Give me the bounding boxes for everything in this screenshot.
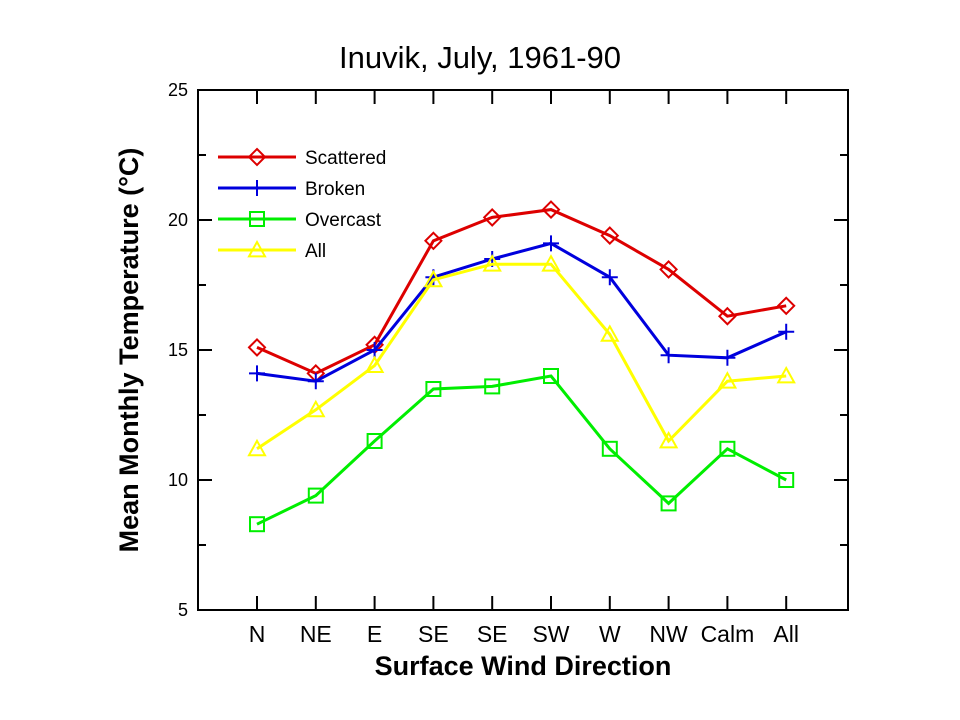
y-tick-label: 25 xyxy=(168,80,188,100)
x-tick-label: SE xyxy=(477,621,508,647)
y-axis-title: Mean Monthly Temperature (°C) xyxy=(114,148,144,553)
point-marker xyxy=(247,438,267,457)
y-tick-label: 15 xyxy=(168,340,188,360)
series-line xyxy=(256,208,787,376)
point-marker xyxy=(543,368,559,384)
point-marker xyxy=(249,365,265,382)
point-marker xyxy=(307,487,324,504)
point-marker xyxy=(719,349,736,366)
y-axis: 5 10 15 20 25 xyxy=(168,80,848,620)
point-marker xyxy=(425,381,442,397)
x-tick-label: NW xyxy=(649,621,688,647)
series-line xyxy=(256,241,787,383)
legend-label: All xyxy=(305,241,326,262)
y-tick-label: 10 xyxy=(168,470,188,490)
legend-label: Broken xyxy=(305,179,365,200)
point-marker xyxy=(543,235,559,252)
point-marker xyxy=(482,207,502,227)
point-marker xyxy=(600,324,620,342)
y-tick-label: 5 xyxy=(178,600,188,620)
x-tick-label: All xyxy=(773,621,799,647)
point-marker xyxy=(778,323,795,340)
chart-title: Inuvik, July, 1961-90 xyxy=(339,40,621,75)
point-marker xyxy=(601,269,618,286)
y-tick-label: 20 xyxy=(168,210,188,230)
legend-item: Overcast xyxy=(218,210,382,231)
legend-label: Overcast xyxy=(305,210,382,231)
point-marker xyxy=(247,337,267,357)
point-marker xyxy=(776,296,796,316)
x-axis-title: Surface Wind Direction xyxy=(375,651,672,681)
x-tick-label: W xyxy=(599,621,621,647)
point-marker xyxy=(776,365,796,384)
plot-frame xyxy=(197,89,849,611)
series-layer xyxy=(247,200,796,533)
point-marker xyxy=(600,226,620,246)
point-marker xyxy=(366,342,383,358)
series-overcast xyxy=(249,368,795,533)
point-marker xyxy=(660,495,677,512)
point-marker xyxy=(366,433,383,449)
series-broken xyxy=(249,235,795,390)
point-marker xyxy=(719,440,736,457)
point-marker xyxy=(249,180,265,196)
legend-label: Scattered xyxy=(305,148,386,169)
point-marker xyxy=(249,516,265,533)
x-tick-label: Calm xyxy=(701,621,755,647)
point-marker xyxy=(249,211,265,227)
point-marker xyxy=(247,239,267,258)
x-tick-label: NE xyxy=(300,621,332,647)
series-line xyxy=(256,374,787,526)
legend-item: Scattered xyxy=(218,147,386,169)
x-axis: N NE E SE SE SW W NW Calm All xyxy=(249,90,799,647)
point-marker xyxy=(306,399,326,418)
point-marker xyxy=(484,378,501,395)
point-marker xyxy=(541,254,561,272)
point-marker xyxy=(307,373,324,390)
x-tick-label: SE xyxy=(418,621,449,647)
point-marker xyxy=(717,306,737,326)
point-marker xyxy=(659,259,679,279)
point-marker xyxy=(247,147,267,167)
series-line xyxy=(256,262,787,451)
point-marker xyxy=(423,231,443,251)
point-marker xyxy=(660,347,677,364)
point-marker xyxy=(717,371,738,389)
legend-item: All xyxy=(218,239,326,262)
point-marker xyxy=(364,355,385,373)
legend: Scattered Broken Overcast All xyxy=(218,147,386,262)
point-marker xyxy=(658,430,679,449)
point-marker xyxy=(423,269,444,288)
x-tick-label: E xyxy=(367,621,382,647)
point-marker xyxy=(482,254,502,272)
point-marker xyxy=(601,440,618,457)
x-tick-label: SW xyxy=(532,621,569,647)
series-all xyxy=(247,254,796,457)
x-tick-label: N xyxy=(249,621,266,647)
point-marker xyxy=(778,472,795,488)
legend-item: Broken xyxy=(218,179,365,200)
point-marker xyxy=(541,200,561,220)
